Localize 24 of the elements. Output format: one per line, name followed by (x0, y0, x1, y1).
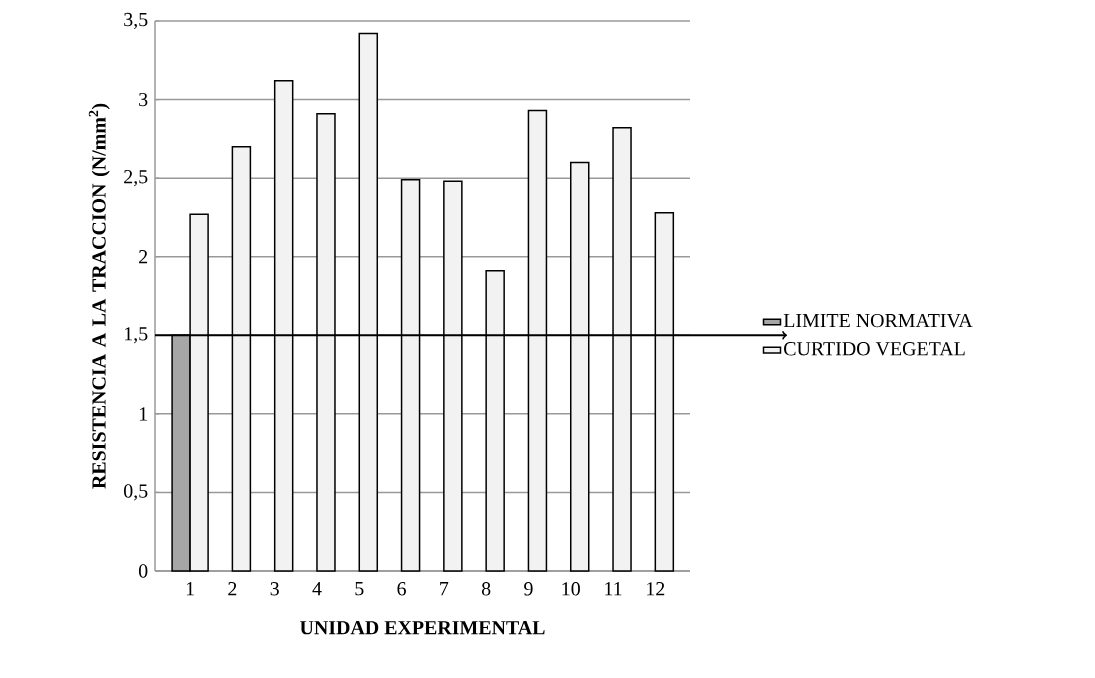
y-tick-label: 0 (138, 564, 148, 578)
x-tick-label: 7 (440, 582, 449, 596)
y-tick-label: 1,5 (125, 327, 148, 344)
x-tick-label: 8 (481, 582, 491, 596)
x-axis-title: UNIDAD EXPERIMENTAL (300, 621, 545, 635)
y-tick-label: 0,5 (124, 484, 148, 501)
y-axis-title: RESISTENCIA A LA TRACCION (N/mm$^{2}$) (88, 103, 110, 489)
x-tick-label: 11 (605, 582, 622, 596)
legend-label: LIMITE NORMATIVA (783, 313, 973, 328)
y-tick-label: 3,5 (124, 12, 148, 30)
x-tick-label: 10 (562, 582, 580, 596)
x-tick-label: 9 (524, 582, 533, 596)
x-tick-label: 12 (647, 582, 665, 596)
legend-label: CURTIDO VEGETAL (784, 342, 965, 356)
y-tick-label: 3 (139, 92, 148, 107)
x-tick-label: 6 (397, 582, 406, 596)
x-tick-label: 3 (270, 582, 279, 596)
x-tick-label: 1 (186, 582, 194, 596)
y-tick-label: 2 (139, 250, 148, 264)
x-tick-label: 5 (355, 582, 364, 596)
x-tick-label: 4 (312, 582, 322, 596)
y-tick-label: 1 (139, 407, 147, 421)
x-tick-label: 2 (228, 582, 237, 596)
y-tick-label: 2,5 (124, 170, 148, 187)
